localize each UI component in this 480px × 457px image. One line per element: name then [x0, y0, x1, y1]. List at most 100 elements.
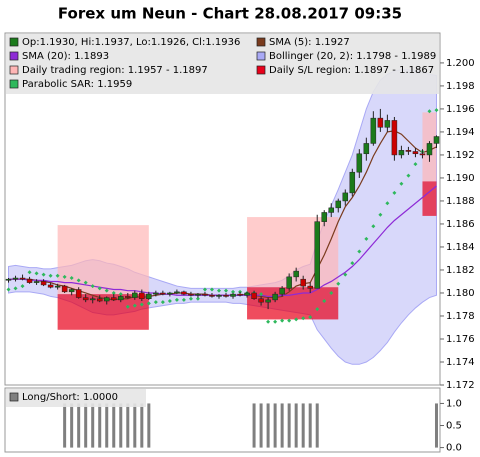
- legend-box: [6, 389, 146, 407]
- region: [247, 217, 339, 288]
- candle-body: [258, 298, 264, 303]
- candle-body: [153, 292, 159, 295]
- candle-body: [188, 293, 194, 296]
- candle-body: [279, 288, 285, 295]
- bar: [266, 403, 270, 448]
- sar-dot: [287, 318, 292, 323]
- candle-body: [132, 292, 138, 298]
- legend-label: Long/Short: 1.0000: [22, 392, 118, 403]
- sar-dot: [188, 296, 193, 301]
- sar-dot: [132, 303, 137, 308]
- sar-dot: [146, 301, 151, 306]
- sar-dot: [62, 274, 67, 279]
- candle-body: [314, 221, 320, 289]
- y-tick-label: 1.198: [446, 81, 475, 92]
- candle-body: [26, 278, 33, 283]
- y-tick-label: 1.174: [446, 357, 475, 368]
- sar-dot: [97, 286, 102, 291]
- candle-body: [384, 120, 391, 128]
- bar: [84, 403, 88, 448]
- legend-marker: [9, 79, 19, 89]
- candle-body: [61, 285, 68, 293]
- candle-body: [237, 293, 243, 296]
- bar: [91, 403, 95, 448]
- candle-body: [160, 292, 166, 295]
- sar-dot: [427, 109, 432, 114]
- sar-dot: [209, 287, 214, 292]
- legend-marker: [256, 65, 266, 75]
- sar-dot: [294, 317, 299, 322]
- candle-body: [426, 143, 433, 156]
- sar-dot: [139, 302, 144, 307]
- sar-dot: [336, 281, 341, 286]
- candle-body: [5, 278, 12, 281]
- y-tick-label: 0.5: [446, 421, 462, 432]
- sar-dot: [273, 319, 278, 324]
- sar-dot: [55, 273, 60, 278]
- y-tick-label: 1.190: [446, 173, 475, 184]
- sar-dot: [413, 162, 418, 167]
- y-tick-label: 1.182: [446, 265, 475, 276]
- candle-body: [89, 298, 96, 301]
- legend-label: Daily trading region: 1.1957 - 1.1897: [22, 65, 208, 76]
- candle-body: [181, 291, 187, 295]
- bar: [98, 403, 102, 448]
- chart-title: Forex um Neun - Chart 28.08.2017 09:35: [58, 5, 402, 23]
- candle-body: [146, 293, 152, 299]
- sar-dot: [371, 224, 376, 229]
- bar: [112, 403, 116, 448]
- bar: [147, 403, 151, 448]
- candle-body: [118, 296, 124, 301]
- candle-body: [349, 171, 356, 194]
- sar-dot: [6, 287, 11, 292]
- y-tick-label: 1.180: [446, 288, 475, 299]
- sar-dot: [378, 212, 383, 217]
- bar: [63, 403, 67, 448]
- sar-dot: [392, 190, 397, 195]
- legend-label: SMA (5): 1.1927: [269, 37, 350, 48]
- candle-body: [202, 293, 208, 296]
- sar-dot: [174, 297, 179, 302]
- candle-body: [19, 277, 26, 280]
- sar-dot: [343, 272, 348, 277]
- sar-dot: [48, 273, 53, 278]
- bar: [294, 403, 298, 448]
- candle-body: [377, 117, 384, 128]
- sar-dot: [231, 289, 236, 294]
- bar: [133, 403, 137, 448]
- y-tick-label: 1.188: [446, 196, 475, 207]
- bar: [273, 403, 277, 448]
- y-tick-label: 1.200: [446, 58, 475, 69]
- sar-dot: [202, 287, 207, 292]
- sar-dot: [90, 284, 95, 289]
- region: [57, 294, 149, 330]
- sar-dot: [160, 300, 165, 305]
- y-tick-label: 1.176: [446, 334, 475, 345]
- candle-body: [103, 297, 110, 302]
- y-tick-label: 0.0: [446, 443, 462, 454]
- bar: [105, 403, 109, 448]
- candle-body: [174, 291, 180, 294]
- sar-dot: [27, 270, 32, 275]
- candle-body: [356, 153, 363, 173]
- legend-label: Op:1.1930, Hi:1.1937, Lo:1.1926, Cl:1.19…: [22, 37, 240, 48]
- sar-dot: [364, 236, 369, 241]
- y-tick-label: 1.0: [446, 398, 462, 409]
- sar-dot: [76, 278, 81, 283]
- bar: [70, 403, 74, 448]
- legend-marker: [256, 37, 266, 47]
- sar-dot: [385, 201, 390, 206]
- bar: [280, 403, 284, 448]
- candle-body: [321, 212, 327, 222]
- sar-dot: [280, 318, 285, 323]
- indicator-line: [8, 185, 437, 298]
- sar-dot: [329, 290, 334, 295]
- candle-body: [216, 295, 222, 297]
- sar-dot: [69, 276, 74, 281]
- bar: [301, 403, 305, 448]
- candle-body: [328, 207, 334, 213]
- candle-body: [209, 295, 215, 297]
- sar-dot: [406, 173, 411, 178]
- bar: [308, 403, 312, 448]
- candle-body: [167, 292, 173, 295]
